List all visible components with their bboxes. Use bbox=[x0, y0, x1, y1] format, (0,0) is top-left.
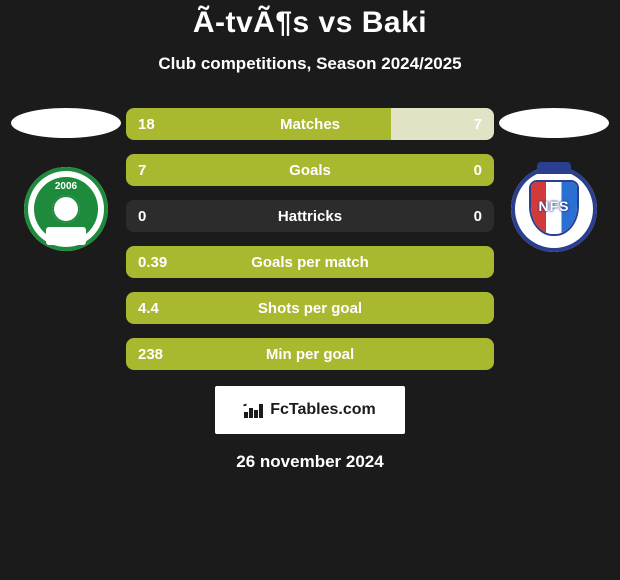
left-team-logo: 2006 bbox=[21, 164, 111, 254]
ball-icon bbox=[52, 195, 80, 223]
left-team-column: 2006 bbox=[6, 108, 126, 254]
stat-bar: 7Goals0 bbox=[126, 154, 494, 186]
right-team-ellipse bbox=[499, 108, 609, 138]
stat-bar: 0.39Goals per match bbox=[126, 246, 494, 278]
stat-bar: 18Matches7 bbox=[126, 108, 494, 140]
stat-label: Shots per goal bbox=[126, 292, 494, 324]
stat-value-right: 7 bbox=[462, 108, 494, 140]
footer-date: 26 november 2024 bbox=[0, 452, 620, 472]
stat-value-right: 0 bbox=[462, 200, 494, 232]
stats-bars: 18Matches77Goals00Hattricks00.39Goals pe… bbox=[126, 108, 494, 370]
stat-bar: 238Min per goal bbox=[126, 338, 494, 370]
right-team-column: NFS bbox=[494, 108, 614, 254]
stat-bar: 0Hattricks0 bbox=[126, 200, 494, 232]
left-team-badge: 2006 bbox=[24, 167, 108, 251]
stat-value-right bbox=[470, 246, 494, 278]
stat-label: Matches bbox=[126, 108, 494, 140]
stat-label: Goals per match bbox=[126, 246, 494, 278]
stat-label: Hattricks bbox=[126, 200, 494, 232]
right-team-logo: NFS bbox=[509, 164, 599, 254]
left-team-ellipse bbox=[11, 108, 121, 138]
left-team-year: 2006 bbox=[24, 181, 108, 192]
infographic-root: Ã-tvÃ¶s vs Baki Club competitions, Seaso… bbox=[0, 0, 620, 580]
right-team-letters: NFS bbox=[511, 198, 597, 214]
crown-icon bbox=[537, 162, 571, 174]
stat-bar: 4.4Shots per goal bbox=[126, 292, 494, 324]
stat-value-right bbox=[470, 338, 494, 370]
stat-label: Min per goal bbox=[126, 338, 494, 370]
fctables-logo-icon bbox=[244, 402, 264, 418]
content-row: 2006 18Matches77Goals00Hattricks00.39Goa… bbox=[0, 108, 620, 370]
stat-value-right: 0 bbox=[462, 154, 494, 186]
page-title: Ã-tvÃ¶s vs Baki bbox=[0, 6, 620, 40]
right-team-badge: NFS bbox=[511, 166, 597, 252]
stat-label: Goals bbox=[126, 154, 494, 186]
branding-text: FcTables.com bbox=[270, 401, 376, 419]
page-subtitle: Club competitions, Season 2024/2025 bbox=[0, 54, 620, 74]
stat-value-right bbox=[470, 292, 494, 324]
left-team-stripe bbox=[46, 227, 86, 245]
branding-link[interactable]: FcTables.com bbox=[215, 386, 405, 434]
